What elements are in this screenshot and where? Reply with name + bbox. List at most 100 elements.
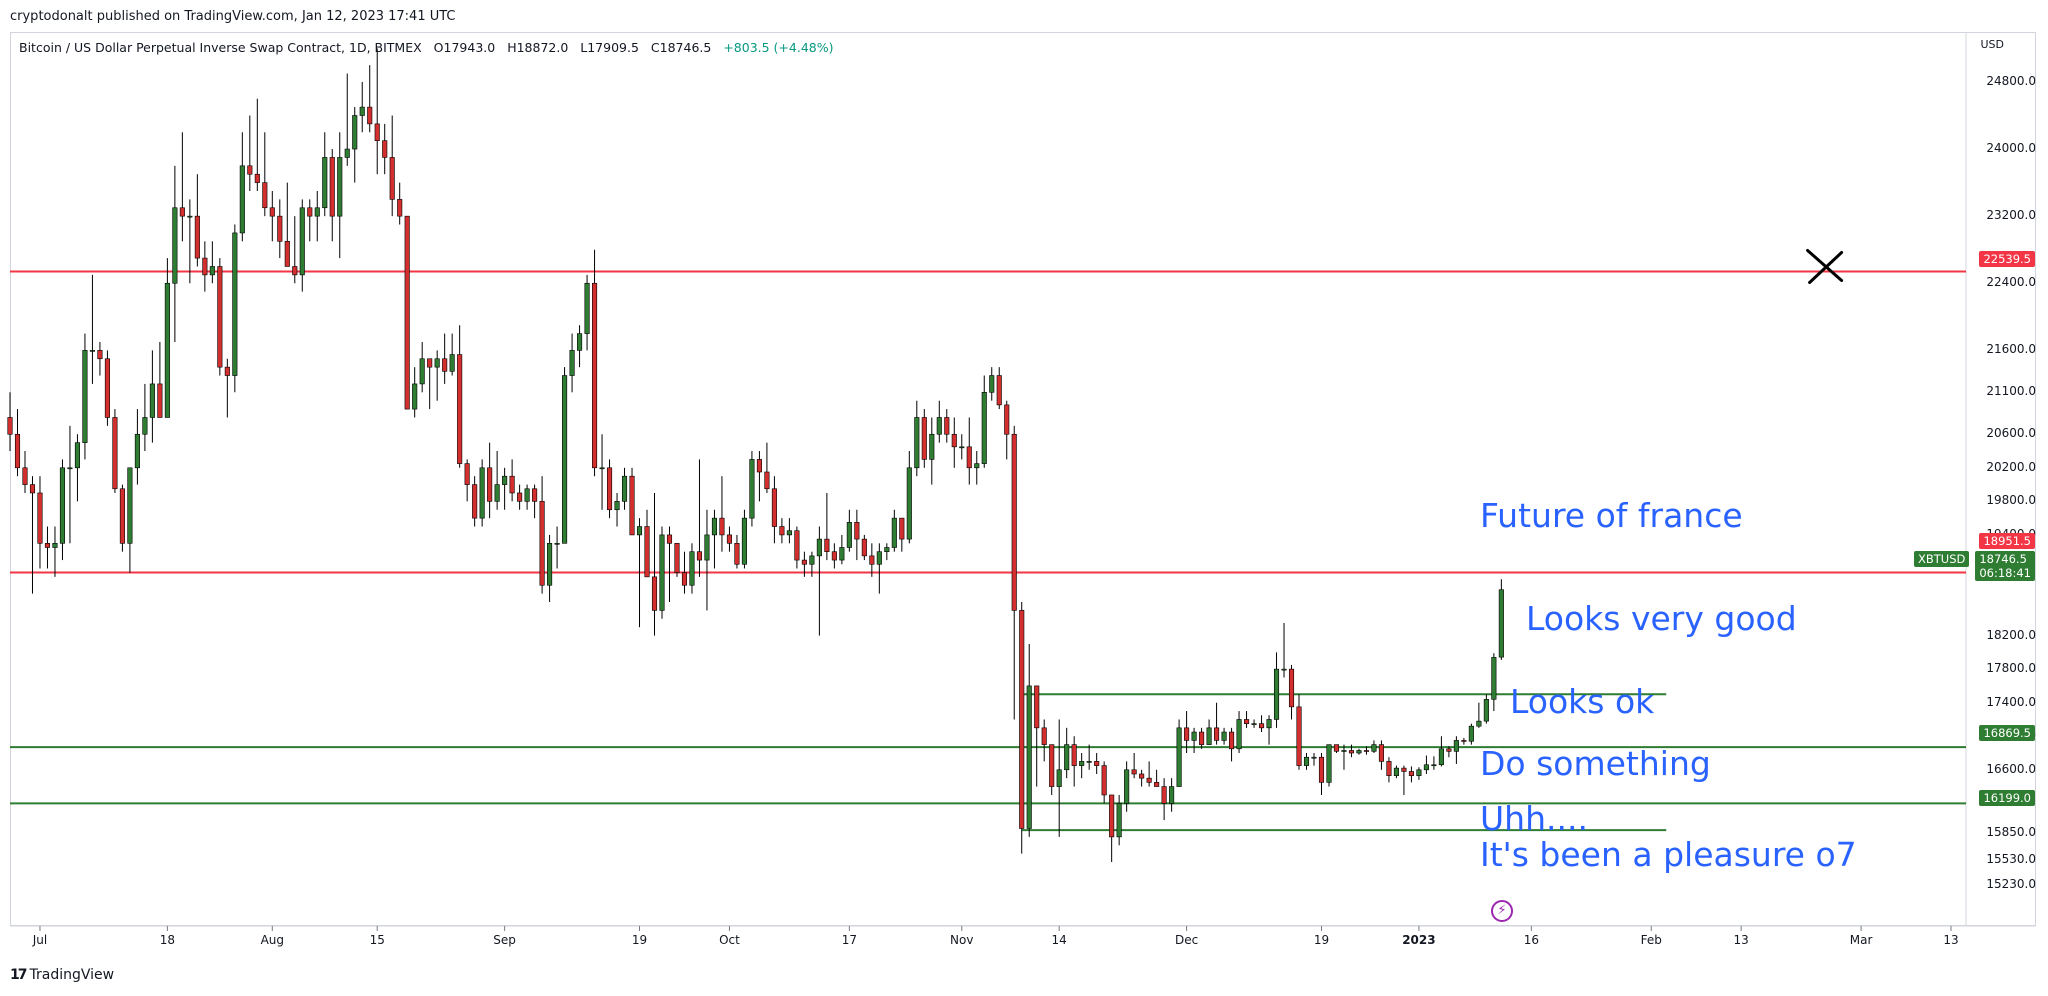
time-tick-label: 19 <box>631 933 648 947</box>
candle-body <box>134 433 140 469</box>
candle-body <box>524 488 530 502</box>
candle <box>1214 702 1220 745</box>
candle-body <box>1393 767 1399 776</box>
candle-body <box>539 501 545 586</box>
candle <box>1086 744 1092 770</box>
candle <box>1356 748 1362 755</box>
candle <box>1491 653 1497 712</box>
candle <box>704 509 710 611</box>
candle <box>861 534 867 561</box>
candle-body <box>1483 699 1489 722</box>
candle <box>247 115 253 191</box>
candle-body <box>786 530 792 536</box>
candle-body <box>1408 771 1414 776</box>
candle-body <box>1221 731 1227 741</box>
price-tick-label: 22400.0 <box>1986 275 2036 290</box>
candle-body <box>419 358 425 385</box>
candle <box>824 492 830 561</box>
candle <box>719 476 725 552</box>
candle-body <box>397 199 403 217</box>
lightning-icon[interactable]: ⚡ <box>1491 900 1513 922</box>
candle <box>202 241 208 292</box>
candle-body <box>749 459 755 519</box>
candle-body <box>891 517 897 548</box>
candle <box>1161 778 1167 821</box>
candle-body <box>374 123 380 141</box>
price-tick-label: 20200.0 <box>1986 459 2036 474</box>
tradingview-logo-text: TradingView <box>29 967 115 983</box>
candle-body <box>352 115 358 150</box>
cross-marker-icon <box>1806 248 1844 284</box>
candle-body <box>1191 731 1197 741</box>
candle-body <box>1461 740 1467 742</box>
candle-body <box>14 433 21 469</box>
candle-body <box>651 576 658 611</box>
candle-body <box>217 266 223 368</box>
candle-body <box>1229 731 1235 750</box>
candle-body <box>1139 773 1145 779</box>
candle-body <box>1184 727 1190 741</box>
candle <box>1109 794 1115 863</box>
candle <box>1176 719 1182 787</box>
candle-body <box>37 492 43 544</box>
candle <box>974 451 980 485</box>
candle <box>502 467 508 510</box>
candle <box>1258 715 1265 733</box>
candle-body <box>1341 750 1347 752</box>
candle <box>1416 767 1422 780</box>
candle-body <box>621 475 628 502</box>
candle <box>277 199 283 259</box>
candle <box>112 409 118 493</box>
candle <box>442 333 448 384</box>
candle <box>1191 727 1197 754</box>
candle <box>899 517 905 552</box>
candle <box>239 132 245 242</box>
price-tick-label: 21600.0 <box>1986 342 2036 357</box>
candle-body <box>1348 750 1355 754</box>
candle-body <box>299 207 305 276</box>
candle <box>1408 766 1414 783</box>
candle-body <box>1244 719 1250 724</box>
candle <box>269 190 275 242</box>
candle <box>764 442 770 493</box>
candle <box>1244 711 1250 728</box>
candle <box>532 484 538 519</box>
price-tick-label: 20600.0 <box>1986 426 2036 441</box>
candle <box>344 73 350 166</box>
candle-body <box>1251 723 1257 725</box>
candle <box>929 417 935 485</box>
cross-stroke <box>1806 248 1844 282</box>
candle-body <box>269 207 275 217</box>
candle-body <box>44 543 51 548</box>
candle-body <box>389 157 395 200</box>
candle <box>749 451 755 527</box>
price-badge-22539: 22539.5 <box>1979 251 2035 267</box>
time-tick-label: 18 <box>159 933 176 947</box>
candle-body <box>1311 756 1317 759</box>
candle-body <box>262 182 268 209</box>
candle-body <box>951 433 957 448</box>
candle-body <box>502 475 508 485</box>
price-badge-16199: 16199.0 <box>1979 790 2035 806</box>
candle <box>82 333 88 460</box>
candle <box>592 249 598 477</box>
candle <box>1049 744 1055 795</box>
candle-body <box>344 148 350 158</box>
time-tick-label: 16 <box>1523 933 1539 947</box>
candle-body <box>629 475 635 536</box>
candle <box>681 551 688 594</box>
candle-body <box>921 417 927 460</box>
candle <box>524 484 530 510</box>
candle-body <box>1333 744 1340 752</box>
candle <box>1116 794 1122 846</box>
candle-body <box>307 207 313 217</box>
candle-body <box>1258 723 1265 729</box>
candle-body <box>224 366 230 376</box>
high-value: H18872.0 <box>507 40 569 55</box>
candle-body <box>112 417 118 490</box>
candle <box>397 182 403 225</box>
candle <box>89 274 95 384</box>
candle-body <box>277 215 283 242</box>
candle <box>44 526 51 569</box>
